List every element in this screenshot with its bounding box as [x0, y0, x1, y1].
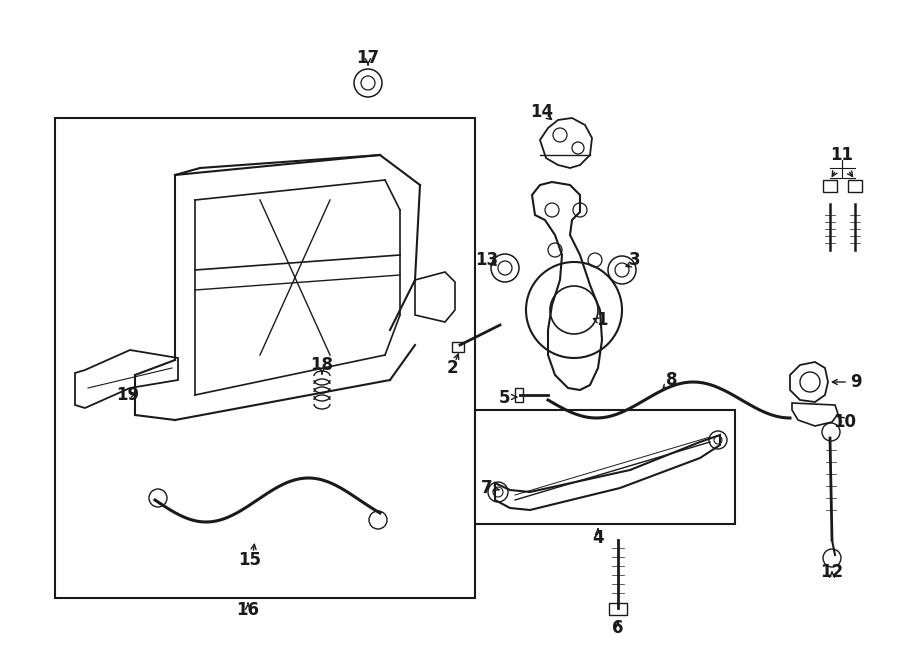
Text: 1: 1: [596, 311, 608, 329]
Text: 10: 10: [833, 413, 857, 431]
Text: 4: 4: [592, 529, 604, 547]
Text: 18: 18: [310, 356, 334, 374]
Text: 5: 5: [499, 389, 510, 407]
Bar: [55, 118, 475, 598]
Text: 13: 13: [475, 251, 499, 269]
Bar: [848, 180, 862, 192]
Bar: [609, 603, 627, 615]
Bar: [475, 410, 735, 524]
Text: 11: 11: [831, 146, 853, 164]
Text: 17: 17: [356, 49, 380, 67]
Text: 2: 2: [446, 359, 458, 377]
Text: 8: 8: [666, 371, 678, 389]
Text: 6: 6: [612, 619, 624, 637]
Text: 16: 16: [237, 601, 259, 619]
Text: 12: 12: [821, 563, 843, 581]
Text: 7: 7: [481, 479, 492, 497]
Bar: [515, 388, 523, 402]
Bar: [823, 180, 837, 192]
Text: 3: 3: [629, 251, 641, 269]
Text: 9: 9: [850, 373, 861, 391]
Text: 19: 19: [116, 386, 140, 404]
Text: 14: 14: [530, 103, 554, 121]
Text: 15: 15: [238, 551, 262, 569]
Bar: [452, 342, 464, 352]
